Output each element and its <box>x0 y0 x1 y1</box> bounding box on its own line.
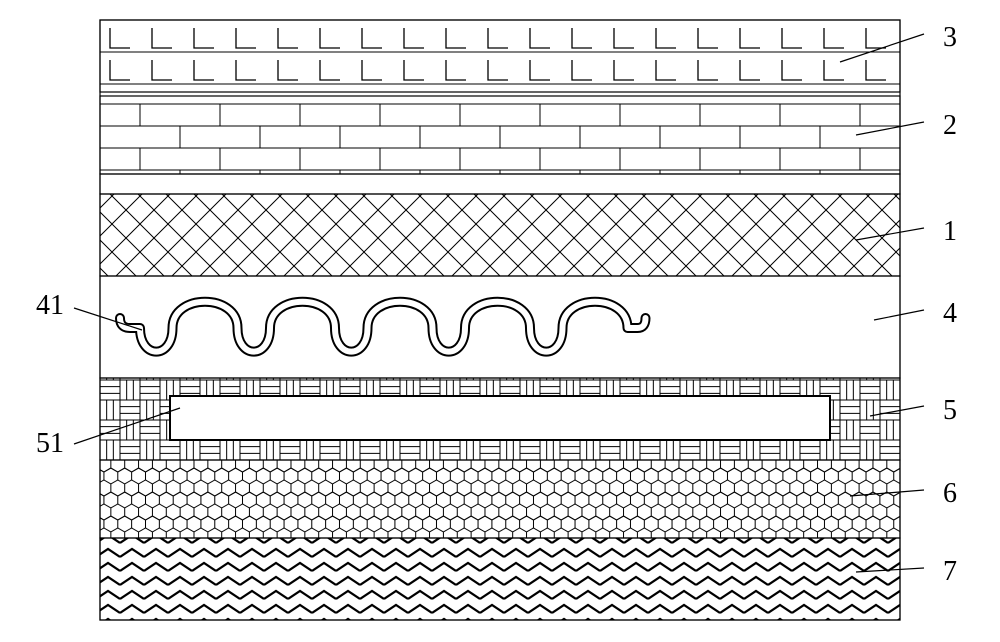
leader-2 <box>856 122 924 135</box>
label-4: 4 <box>943 298 957 329</box>
label-51: 51 <box>36 428 64 459</box>
layer-4 <box>120 302 646 352</box>
layer-7 <box>100 538 900 620</box>
leader-41 <box>74 308 142 330</box>
layer-5-cavity <box>170 396 830 440</box>
layer-6 <box>100 460 900 538</box>
wave-tube-outer <box>120 302 646 352</box>
label-7: 7 <box>943 556 957 587</box>
label-2: 2 <box>943 110 957 141</box>
layer-3 <box>100 20 900 92</box>
label-6: 6 <box>943 478 957 509</box>
label-1: 1 <box>943 216 957 247</box>
label-5: 5 <box>943 395 957 426</box>
layer-1 <box>100 194 900 276</box>
label-3: 3 <box>943 22 957 53</box>
leader-3 <box>840 34 924 62</box>
leader-4 <box>874 310 924 320</box>
label-41: 41 <box>36 290 64 321</box>
layers-group <box>60 20 900 620</box>
